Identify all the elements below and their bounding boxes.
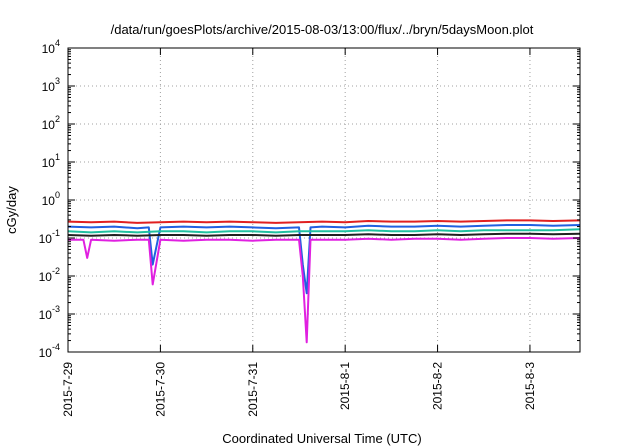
x-tick-label: 2015-8-1 [338, 362, 352, 410]
series-line-1 [67, 219, 581, 224]
y-tick-exponent: 2 [55, 114, 60, 124]
y-tick-label: 10-3 [39, 304, 60, 322]
y-tick-exponent: -1 [52, 228, 60, 238]
y-tick-exponent: 3 [55, 76, 60, 86]
y-tick-label: 100 [42, 190, 60, 208]
y-tick-exponent: -3 [52, 304, 60, 314]
y-tick-label: 10-4 [39, 342, 60, 360]
x-tick-label: 2015-8-2 [431, 362, 445, 410]
x-tick-label: 2015-7-29 [61, 362, 75, 417]
y-tick-label: 10-1 [39, 228, 60, 246]
x-tick-label: 2015-7-31 [246, 362, 260, 417]
y-tick-exponent: 0 [55, 190, 60, 200]
y-axis-label: cGy/day [4, 186, 19, 234]
x-tick-label: 2015-8-3 [523, 362, 537, 410]
x-tick-label: 2015-7-30 [153, 362, 167, 417]
grid-lines [67, 48, 580, 352]
y-tick-label: 101 [42, 152, 60, 170]
series-lines [67, 219, 581, 344]
y-tick-label: 10-2 [39, 266, 60, 284]
y-tick-label: 104 [42, 38, 60, 56]
axis-ticks: 10-410-310-210-11001011021031042015-7-29… [39, 38, 580, 417]
chart-title: /data/run/goesPlots/archive/2015-08-03/1… [111, 22, 534, 37]
series-line-5 [68, 237, 581, 344]
series-line-4 [67, 232, 581, 237]
y-tick-exponent: -2 [52, 266, 60, 276]
series-line-2 [67, 224, 581, 295]
series-line-3 [67, 228, 581, 234]
y-tick-label: 102 [42, 114, 60, 132]
x-axis-label: Coordinated Universal Time (UTC) [222, 431, 421, 446]
y-tick-exponent: 4 [55, 38, 60, 48]
y-tick-exponent: -4 [52, 342, 60, 352]
y-tick-label: 103 [42, 76, 60, 94]
y-tick-exponent: 1 [55, 152, 60, 162]
